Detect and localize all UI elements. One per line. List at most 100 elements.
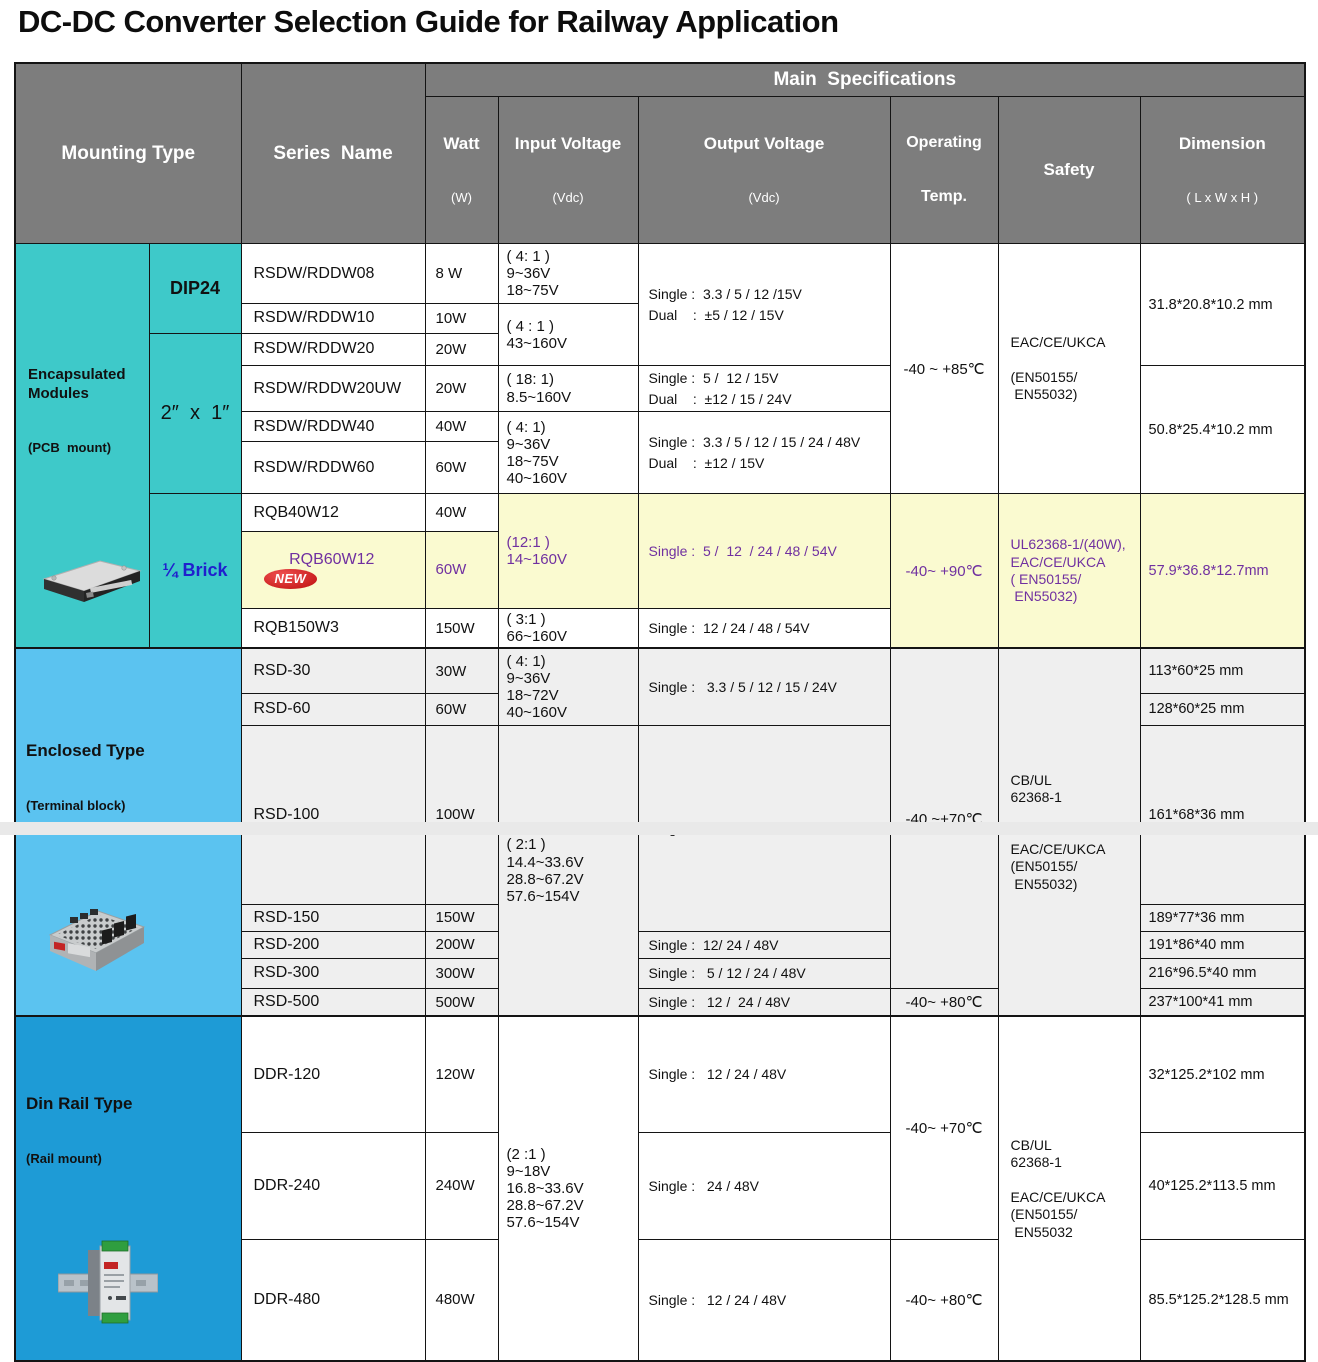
header-main-specifications: Main Specifications xyxy=(424,62,1306,97)
output-rqb150w3: Single : 12 / 24 / 48 / 54V xyxy=(637,607,891,649)
output-ddr240: Single : 24 / 48V xyxy=(637,1131,891,1240)
header-dimension-unit: ( L x W x H ) xyxy=(1186,189,1259,205)
dimension-rddw20uw-60: 50.8*25.4*10.2 mm xyxy=(1139,365,1306,495)
safety-encapsulated-rsdw: EAC/CE/UKCA (EN50155/ EN55032) xyxy=(997,243,1141,495)
dimension-ddr480: 85.5*125.2*128.5 mm xyxy=(1139,1238,1306,1362)
mounting-din-rail-cell: Din Rail Type (Rail mount) xyxy=(14,1015,242,1362)
series-rsdw40: RSDW/RDDW40 xyxy=(240,411,426,443)
encapsulated-subtitle: (PCB mount) xyxy=(28,439,112,455)
series-rsd30: RSD-30 xyxy=(240,647,426,694)
header-output-voltage: Output Voltage (Vdc) xyxy=(637,95,891,245)
header-input-voltage-unit: (Vdc) xyxy=(552,189,584,205)
watt-rsd500: 500W xyxy=(424,987,499,1017)
series-rsd200: RSD-200 xyxy=(240,930,426,959)
series-rsdw08: RSDW/RDDW08 xyxy=(240,243,426,305)
series-rqb40w12: RQB40W12 xyxy=(240,493,426,532)
output-rsd30-60: Single : 3.3 / 5 / 12 / 15 / 24V xyxy=(637,647,891,726)
series-ddr480: DDR-480 xyxy=(240,1238,426,1362)
series-ddr240: DDR-240 xyxy=(240,1131,426,1240)
watt-ddr480: 480W xyxy=(424,1238,499,1362)
new-badge: NEW xyxy=(263,568,318,589)
header-output-voltage-unit: (Vdc) xyxy=(748,189,780,205)
din-rail-product-image xyxy=(58,1240,158,1324)
enclosed-subtitle: (Terminal block) xyxy=(26,797,126,813)
series-rqb60w12-text: RQB60W12 xyxy=(289,550,375,568)
watt-rsdw60: 60W xyxy=(424,441,499,495)
series-rsd300: RSD-300 xyxy=(240,957,426,989)
encapsulated-title: Encapsulated Modules xyxy=(28,366,130,403)
input-rsdw20uw: ( 18: 1) 8.5~160V xyxy=(497,365,639,413)
series-rsd100: RSD-100 xyxy=(240,724,426,905)
din-rail-title: Din Rail Type xyxy=(26,1094,133,1114)
header-input-voltage: Input Voltage (Vdc) xyxy=(497,95,639,245)
dimension-rsd200: 191*86*40 mm xyxy=(1139,930,1306,959)
mounting-din-rail-label: Din Rail Type (Rail mount) xyxy=(16,1053,240,1202)
page: DC-DC Converter Selection Guide for Rail… xyxy=(0,4,1318,1362)
output-rqb40-60: Single : 5 / 12 / 24 / 48 / 54V xyxy=(637,493,891,609)
watt-ddr240: 240W xyxy=(424,1131,499,1240)
header-output-voltage-label: Output Voltage xyxy=(703,134,825,154)
series-rsd150: RSD-150 xyxy=(240,903,426,932)
watt-ddr120: 120W xyxy=(424,1015,499,1133)
series-rsd60: RSD-60 xyxy=(240,692,426,726)
series-rsdw60: RSDW/RDDW60 xyxy=(240,441,426,495)
watt-rsd60: 60W xyxy=(424,692,499,726)
dimension-rsd100: 161*68*36 mm xyxy=(1139,724,1306,905)
series-rsdw10: RSDW/RDDW10 xyxy=(240,303,426,334)
dimension-ddr120: 32*125.2*102 mm xyxy=(1139,1015,1306,1133)
temp-rsd500: -40~ +80℃ xyxy=(889,987,999,1017)
temp-encapsulated-rsdw: -40 ~ +85℃ xyxy=(889,243,999,495)
dimension-rsd60: 128*60*25 mm xyxy=(1139,692,1306,726)
temp-rqb: -40~ +90℃ xyxy=(889,493,999,649)
series-rsdw20: RSDW/RDDW20 xyxy=(240,332,426,367)
selection-table: Mounting Type Series Name Main Specifica… xyxy=(14,62,1307,1362)
output-rsd200: Single : 12/ 24 / 48V xyxy=(637,930,891,959)
enclosed-title: Enclosed Type xyxy=(26,741,145,761)
output-rsd300: Single : 5 / 12 / 24 / 48V xyxy=(637,957,891,989)
series-rsdw20uw: RSDW/RDDW20UW xyxy=(240,365,426,413)
header-watt-unit: (W) xyxy=(451,189,472,205)
temp-ddr120-240: -40~ +70℃ xyxy=(889,1015,999,1240)
watt-rsdw20: 20W xyxy=(424,332,499,367)
temp-rsd30-300: -40 ~+70℃ xyxy=(889,647,999,989)
input-ddr: (2 :1 ) 9~18V 16.8~33.6V 28.8~67.2V 57.6… xyxy=(497,1015,639,1362)
series-rsd500: RSD-500 xyxy=(240,987,426,1017)
header-dimension-label: Dimension xyxy=(1178,134,1266,154)
watt-rsd300: 300W xyxy=(424,957,499,989)
series-rqb150w3: RQB150W3 xyxy=(240,607,426,649)
mounting-enclosed-label: Enclosed Type (Terminal block) xyxy=(16,685,240,849)
watt-rsd30: 30W xyxy=(424,647,499,694)
watt-rsdw20uw: 20W xyxy=(424,365,499,413)
header-operating-line2: Temp. xyxy=(921,187,967,205)
page-title: DC-DC Converter Selection Guide for Rail… xyxy=(18,4,839,39)
header-mounting-type: Mounting Type xyxy=(14,62,242,245)
header-input-voltage-label: Input Voltage xyxy=(514,134,622,154)
safety-rqb: UL62368-1/(40W), EAC/CE/UKCA ( EN50155/ … xyxy=(997,493,1141,649)
header-safety: Safety xyxy=(997,95,1141,245)
dimension-rsd500: 237*100*41 mm xyxy=(1139,987,1306,1017)
watt-rsd200: 200W xyxy=(424,930,499,959)
series-ddr120: DDR-120 xyxy=(240,1015,426,1133)
header-operating-temp: Operating Temp. xyxy=(889,95,999,245)
header-watt-label: Watt xyxy=(443,134,480,154)
output-rsdw40-60: Single : 3.3 / 5 / 12 / 15 / 24 / 48V Du… xyxy=(637,411,891,495)
input-rsdw10-20: ( 4 : 1 ) 43~160V xyxy=(497,303,639,367)
watt-rsdw40: 40W xyxy=(424,411,499,443)
header-dimension: Dimension ( L x W x H ) xyxy=(1139,95,1306,245)
watt-rqb60w12: 60W xyxy=(424,530,499,609)
watt-rsdw08: 8 W xyxy=(424,243,499,305)
output-ddr480: Single : 12 / 24 / 48V xyxy=(637,1238,891,1362)
dimension-rddw08-20: 31.8*20.8*10.2 mm xyxy=(1139,243,1306,367)
encapsulated-module-image xyxy=(42,560,142,603)
output-ddr120: Single : 12 / 24 / 48V xyxy=(637,1015,891,1133)
mounting-encapsulated-label: Encapsulated Modules (PCB mount) xyxy=(16,280,148,491)
input-rsdw08: ( 4: 1 ) 9~36V 18~75V xyxy=(497,243,639,305)
watt-rsd100: 100W xyxy=(424,724,499,905)
watt-rsdw10: 10W xyxy=(424,303,499,334)
input-rqb150w3: ( 3:1 ) 66~160V xyxy=(497,607,639,649)
header-safety-label: Safety xyxy=(1043,160,1095,180)
dimension-ddr240: 40*125.2*113.5 mm xyxy=(1139,1131,1306,1240)
input-rqb40-60: (12:1 ) 14~160V xyxy=(497,493,639,609)
series-rqb60w12: RQB60W12NEW xyxy=(240,530,426,609)
enclosed-product-image xyxy=(48,909,146,972)
